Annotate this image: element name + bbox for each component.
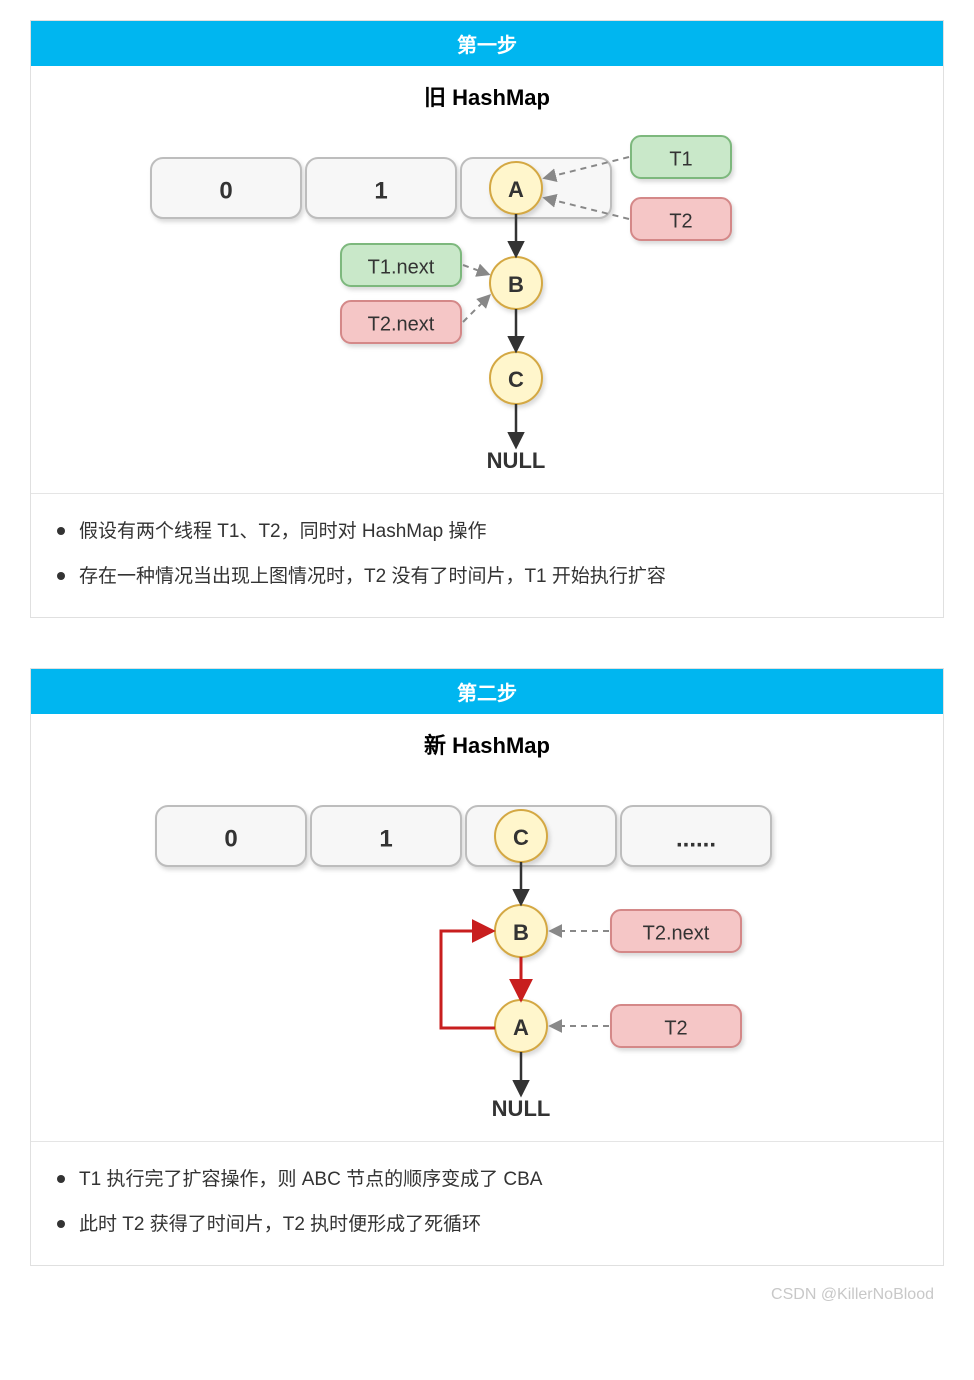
node-a-label: A: [513, 1015, 529, 1040]
node-c-label: C: [513, 825, 529, 850]
bucket-1-label: 1: [374, 177, 387, 204]
step1-bullet-0: 假设有两个线程 T1、T2，同时对 HashMap 操作: [51, 510, 923, 555]
tag-t1-label: T1: [669, 148, 692, 170]
null-label: NULL: [487, 448, 546, 473]
step2-diagram: 0 1 ...... C B A NULL: [31, 766, 943, 1141]
bucket-1-label: 1: [379, 825, 392, 852]
step2-body: 新 HashMap 0: [31, 714, 943, 1141]
tag-t1next-label: T1.next: [368, 256, 435, 278]
arrow-red-a-b-loop: [441, 931, 495, 1028]
step2-panel: 第二步 新 HashMap 0: [30, 668, 944, 1266]
step1-panel: 第一步 旧 HashMap 0 1: [30, 20, 944, 618]
tag-t2next-label: T2.next: [643, 922, 710, 944]
step2-bullet-0: T1 执行完了扩容操作，则 ABC 节点的顺序变成了 CBA: [51, 1158, 923, 1203]
bucket-row: 0 1 ......: [156, 806, 771, 866]
step2-subtitle: 新 HashMap: [31, 714, 943, 766]
tag-t2-label: T2: [669, 210, 692, 232]
bucket-0-label: 0: [224, 825, 237, 852]
step1-header: 第一步: [31, 21, 943, 66]
dash-t1next-b: [463, 265, 488, 274]
node-c-label: C: [508, 367, 524, 392]
bucket-3-label: ......: [676, 825, 716, 852]
step2-bullets: T1 执行完了扩容操作，则 ABC 节点的顺序变成了 CBA 此时 T2 获得了…: [31, 1141, 943, 1265]
step1-bullets: 假设有两个线程 T1、T2，同时对 HashMap 操作 存在一种情况当出现上图…: [31, 493, 943, 617]
node-b-label: B: [508, 272, 524, 297]
node-a-label: A: [508, 177, 524, 202]
step1-bullet-1: 存在一种情况当出现上图情况时，T2 没有了时间片，T1 开始执行扩容: [51, 555, 923, 600]
step1-subtitle: 旧 HashMap: [31, 66, 943, 118]
step1-diagram: 0 1 A B C NULL T1: [31, 118, 943, 493]
step1-body: 旧 HashMap 0 1: [31, 66, 943, 493]
node-b-label: B: [513, 920, 529, 945]
tag-t2next-label: T2.next: [368, 313, 435, 335]
watermark: CSDN @KillerNoBlood: [30, 1286, 944, 1304]
tag-t2-label: T2: [664, 1017, 687, 1039]
step2-header: 第二步: [31, 669, 943, 714]
step2-bullet-1: 此时 T2 获得了时间片，T2 执时便形成了死循环: [51, 1203, 923, 1248]
null-label: NULL: [492, 1096, 551, 1121]
dash-t2next-b: [463, 296, 489, 322]
bucket-0-label: 0: [219, 177, 232, 204]
